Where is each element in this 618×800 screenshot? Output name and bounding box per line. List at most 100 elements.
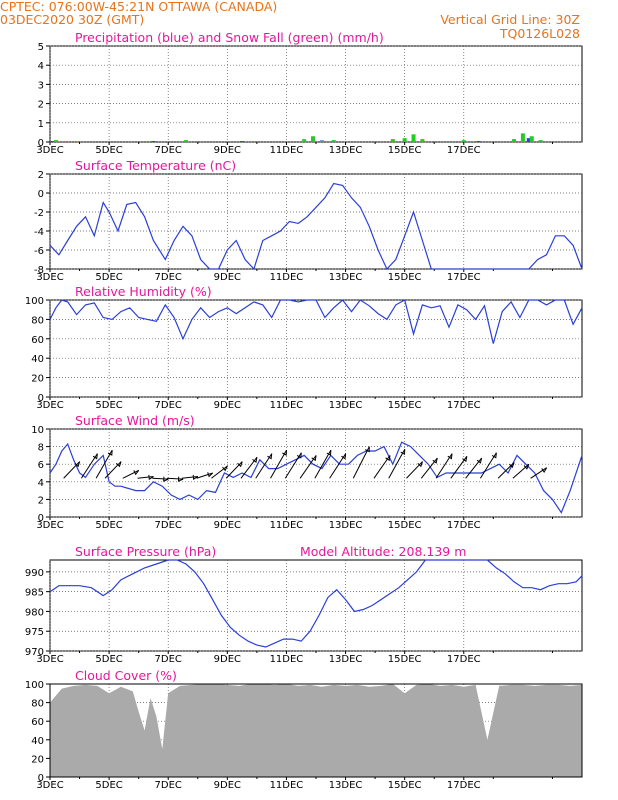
wind-arrow	[211, 465, 228, 479]
series-line	[49, 559, 583, 648]
x-tick-label: 13DEC	[329, 145, 363, 156]
x-tick-label: 9DEC	[214, 400, 241, 411]
x-tick-label: 5DEC	[95, 520, 122, 531]
wind-arrow	[196, 472, 213, 479]
panel-annotation: Model Altitude: 208.139 m	[300, 544, 466, 559]
y-tick-label: 0	[38, 189, 44, 200]
wind-arrow-head	[237, 461, 243, 468]
x-tick-label: 15DEC	[388, 780, 422, 791]
wind-arrow	[530, 467, 547, 479]
x-tick-label: 5DEC	[95, 654, 122, 665]
snow-bar	[62, 141, 67, 142]
x-tick-label: 3DEC	[36, 272, 63, 283]
panel-title: Surface Temperature (nC)	[75, 158, 236, 173]
series-line	[49, 299, 583, 344]
y-tick-label: 970	[25, 647, 44, 658]
x-tick-label: 7DEC	[155, 145, 182, 156]
y-tick-label: 0	[38, 513, 44, 524]
y-tick-label: 20	[31, 374, 44, 385]
y-tick-label: 20	[31, 754, 44, 765]
x-tick-label: 13DEC	[329, 400, 363, 411]
x-tick-label: 15DEC	[388, 654, 422, 665]
y-tick-label: 990	[25, 568, 44, 579]
wind-arrow	[512, 463, 530, 479]
wind-arrow	[122, 469, 139, 479]
x-tick-label: 15DEC	[388, 145, 422, 156]
wind-arrow	[352, 446, 370, 479]
wind-arrow-head	[447, 453, 453, 460]
y-tick-label: 6	[38, 460, 44, 471]
snow-bar	[461, 140, 466, 142]
wind-arrow-head	[74, 461, 81, 468]
wind-arrow	[406, 461, 423, 479]
wind-arrow-head	[177, 476, 184, 482]
y-tick-label: -6	[34, 246, 44, 257]
x-tick-label: 11DEC	[270, 780, 304, 791]
x-tick-label: 7DEC	[155, 654, 182, 665]
wind-arrow-head	[252, 457, 258, 463]
x-tick-label: 9DEC	[214, 780, 241, 791]
x-tick-label: 3DEC	[36, 145, 63, 156]
snow-bar	[411, 134, 416, 142]
x-tick-label: 9DEC	[214, 520, 241, 531]
precip-bar	[526, 138, 531, 142]
precip-bar	[151, 141, 156, 142]
wind-arrow	[167, 477, 184, 480]
snow-bar	[538, 140, 543, 142]
snow-bar	[319, 141, 324, 142]
x-tick-label: 17DEC	[447, 272, 481, 283]
panel-2: -8 -6 -4 -2 0 2 3DEC 5DEC 7DEC 9DEC 11DEC 13DEC 15DE…	[34, 158, 583, 283]
x-tick-label: 17DEC	[447, 520, 481, 531]
y-tick-label: 80	[31, 699, 44, 710]
y-tick-label: 4	[38, 478, 44, 489]
y-tick-label: 40	[31, 354, 44, 365]
wind-arrow-head	[341, 453, 347, 460]
wind-arrow-head	[523, 464, 530, 470]
wind-arrow	[181, 476, 198, 479]
wind-arrow-head	[115, 461, 122, 468]
wind-arrow-head	[207, 472, 213, 478]
snow-bar	[420, 139, 425, 142]
panel-title: Surface Pressure (hPa)	[75, 544, 216, 559]
panel-frame	[49, 428, 583, 518]
x-tick-label: 17DEC	[447, 654, 481, 665]
panel-title: Relative Humidity (%)	[75, 284, 212, 299]
wind-arrow-head	[311, 455, 317, 462]
x-tick-label: 5DEC	[95, 145, 122, 156]
panel-6: 0 20 40 60 80 100 3DEC 5DEC 7DEC 9DEC 11DEC 13DEC 15…	[25, 668, 583, 791]
wind-arrow	[152, 477, 169, 480]
wind-arrow	[420, 457, 438, 479]
wind-arrow	[95, 449, 113, 479]
x-tick-label: 9DEC	[214, 145, 241, 156]
x-tick-label: 7DEC	[155, 400, 182, 411]
wind-arrow-head	[192, 474, 199, 481]
wind-arrow	[284, 452, 302, 479]
snow-bar	[331, 140, 336, 142]
wind-arrow-head	[365, 446, 370, 453]
wind-arrow-head	[476, 457, 483, 464]
y-tick-label: 8	[38, 443, 44, 454]
snow-bar	[520, 133, 525, 142]
y-tick-label: 985	[25, 588, 44, 599]
y-tick-label: 1	[38, 119, 44, 130]
wind-arrow-head	[148, 474, 154, 481]
x-tick-label: 5DEC	[95, 780, 122, 791]
y-tick-label: -4	[34, 227, 44, 238]
y-tick-label: 5	[38, 42, 44, 53]
snow-bar	[529, 136, 534, 142]
panel-4: 0 2 4 6 8 10 3DEC 5DEC 7DEC 9DEC 11DEC 13DEC 15DEC 17…	[31, 413, 583, 531]
wind-arrow-head	[385, 455, 391, 462]
y-tick-label: -2	[34, 208, 44, 219]
y-tick-label: 60	[31, 335, 44, 346]
header-grid-note: Vertical Grid Line: 30Z	[440, 12, 580, 27]
x-tick-label: 15DEC	[388, 400, 422, 411]
panel-frame	[49, 299, 583, 398]
panel-frame	[49, 173, 583, 270]
y-tick-label: -8	[34, 265, 44, 276]
header-station: CPTEC: 076:00W-45:21N OTTAWA (CANADA)	[0, 0, 278, 14]
x-tick-label: 3DEC	[36, 654, 63, 665]
wind-arrow	[270, 449, 287, 479]
wind-arrow	[497, 462, 515, 479]
x-tick-label: 3DEC	[36, 520, 63, 531]
